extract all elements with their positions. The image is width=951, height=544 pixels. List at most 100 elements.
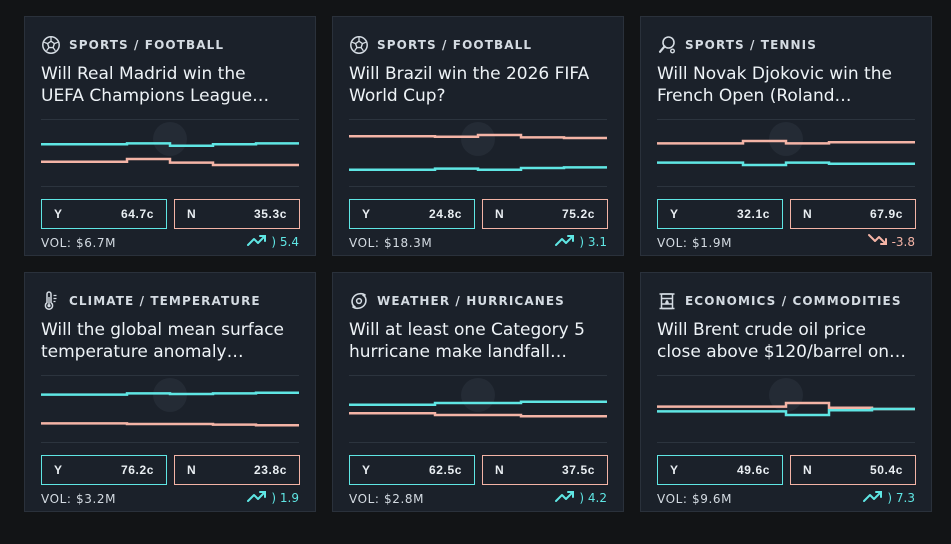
title-line-1: Will Brazil win the 2026 FIFA: [349, 64, 590, 84]
title-line-2: French Open (Roland…: [657, 86, 852, 106]
price-history-chart: [41, 119, 299, 187]
no-label: N: [187, 463, 197, 477]
buy-yes-button[interactable]: Y 49.6c: [657, 455, 783, 485]
price-change: ) 5.4: [246, 233, 299, 250]
title-line-2: close above $120/barrel on…: [657, 342, 906, 362]
title-line-2: temperature anomaly…: [41, 342, 244, 362]
buy-no-button[interactable]: N 67.9c: [790, 199, 916, 229]
price-history-svg: [657, 375, 915, 443]
buy-no-button[interactable]: N 75.2c: [482, 199, 608, 229]
no-price: 75.2c: [561, 207, 595, 221]
yes-label: Y: [670, 207, 679, 221]
yes-label: Y: [362, 207, 371, 221]
market-card-2[interactable]: SPORTS / FOOTBALL Will Brazil win the 20…: [332, 16, 624, 256]
market-card-1[interactable]: SPORTS / FOOTBALL Will Real Madrid win t…: [24, 16, 316, 256]
price-history-chart: [41, 375, 299, 443]
no-label: N: [187, 207, 197, 221]
title-line-2: hurricane make landfall…: [349, 342, 567, 362]
no-label: N: [495, 463, 505, 477]
market-category: WEATHER / HURRICANES: [349, 291, 565, 311]
market-title[interactable]: Will Brazil win the 2026 FIFA World Cup?: [349, 63, 611, 107]
no-price: 50.4c: [869, 463, 903, 477]
market-card-4[interactable]: CLIMATE / TEMPERATURE Will the global me…: [24, 272, 316, 512]
yes-label: Y: [670, 463, 679, 477]
title-line-1: Will at least one Category 5: [349, 320, 585, 340]
buy-yes-button[interactable]: Y 76.2c: [41, 455, 167, 485]
price-change-value: ) 4.2: [579, 490, 607, 505]
price-history-svg: [657, 119, 915, 187]
market-title[interactable]: Will at least one Category 5 hurricane m…: [349, 319, 611, 363]
buy-yes-button[interactable]: Y 62.5c: [349, 455, 475, 485]
yes-label: Y: [54, 207, 63, 221]
category-label: SPORTS / TENNIS: [685, 38, 817, 52]
title-line-1: Will Novak Djokovic win the: [657, 64, 892, 84]
market-card-6[interactable]: ECONOMICS / COMMODITIES Will Brent crude…: [640, 272, 932, 512]
market-card-5[interactable]: WEATHER / HURRICANES Will at least one C…: [332, 272, 624, 512]
no-label: N: [803, 207, 813, 221]
volume-label: VOL: $1.9M: [657, 236, 733, 250]
no-label: N: [495, 207, 505, 221]
price-change: -3.8: [867, 233, 915, 250]
price-change-value: ) 5.4: [271, 234, 299, 249]
tennis-racket-icon: [657, 35, 677, 55]
buy-yes-button[interactable]: Y 24.8c: [349, 199, 475, 229]
yes-price: 76.2c: [120, 463, 154, 477]
no-price: 67.9c: [869, 207, 903, 221]
category-label: SPORTS / FOOTBALL: [377, 38, 533, 52]
yes-price: 49.6c: [736, 463, 770, 477]
buy-no-button[interactable]: N 23.8c: [174, 455, 300, 485]
price-change: ) 4.2: [554, 489, 607, 506]
buy-no-button[interactable]: N 35.3c: [174, 199, 300, 229]
trend-down-icon: [867, 233, 889, 250]
buy-yes-button[interactable]: Y 32.1c: [657, 199, 783, 229]
market-category: SPORTS / TENNIS: [657, 35, 817, 55]
yes-price: 64.7c: [120, 207, 154, 221]
market-title[interactable]: Will Brent crude oil price close above $…: [657, 319, 919, 363]
no-label: N: [803, 463, 813, 477]
title-line-2: UEFA Champions League…: [41, 86, 270, 106]
yes-price: 24.8c: [428, 207, 462, 221]
chart-watermark: [461, 122, 495, 156]
chart-watermark: [153, 122, 187, 156]
price-change-value: ) 7.3: [887, 490, 915, 505]
volume-label: VOL: $6.7M: [41, 236, 117, 250]
yes-price: 32.1c: [736, 207, 770, 221]
soccer-ball-icon: [349, 35, 369, 55]
market-title[interactable]: Will Novak Djokovic win the French Open …: [657, 63, 919, 107]
market-title[interactable]: Will Real Madrid win the UEFA Champions …: [41, 63, 303, 107]
market-title[interactable]: Will the global mean surface temperature…: [41, 319, 303, 363]
category-label: ECONOMICS / COMMODITIES: [685, 294, 902, 308]
price-change-value: -3.8: [891, 234, 915, 249]
no-price: 35.3c: [253, 207, 287, 221]
trend-up-icon: [554, 233, 576, 250]
volume-label: VOL: $3.2M: [41, 492, 117, 506]
soccer-ball-icon: [41, 35, 61, 55]
market-card-3[interactable]: SPORTS / TENNIS Will Novak Djokovic win …: [640, 16, 932, 256]
yes-price-line: [349, 400, 607, 407]
trend-up-icon: [554, 489, 576, 506]
market-category: SPORTS / FOOTBALL: [349, 35, 532, 55]
yes-price-line: [41, 391, 299, 396]
yes-price-line: [349, 166, 607, 172]
category-label: CLIMATE / TEMPERATURE: [69, 294, 261, 308]
thermometer-icon: [41, 291, 61, 311]
price-history-svg: [41, 375, 299, 443]
no-price-line: [657, 139, 915, 145]
market-category: SPORTS / FOOTBALL: [41, 35, 224, 55]
no-price: 37.5c: [561, 463, 595, 477]
hurricane-icon: [349, 291, 369, 311]
buy-no-button[interactable]: N 50.4c: [790, 455, 916, 485]
buy-yes-button[interactable]: Y 64.7c: [41, 199, 167, 229]
buy-no-button[interactable]: N 37.5c: [482, 455, 608, 485]
price-change: ) 3.1: [554, 233, 607, 250]
title-line-1: Will Brent crude oil price: [657, 320, 866, 340]
no-price-line: [349, 411, 607, 418]
trend-up-icon: [246, 233, 268, 250]
chart-watermark: [769, 122, 803, 156]
volume-label: VOL: $18.3M: [349, 236, 433, 250]
price-change: ) 7.3: [862, 489, 915, 506]
price-history-chart: [349, 375, 607, 443]
market-category: CLIMATE / TEMPERATURE: [41, 291, 261, 311]
price-change-value: ) 3.1: [579, 234, 607, 249]
title-line-1: Will Real Madrid win the: [41, 64, 246, 84]
